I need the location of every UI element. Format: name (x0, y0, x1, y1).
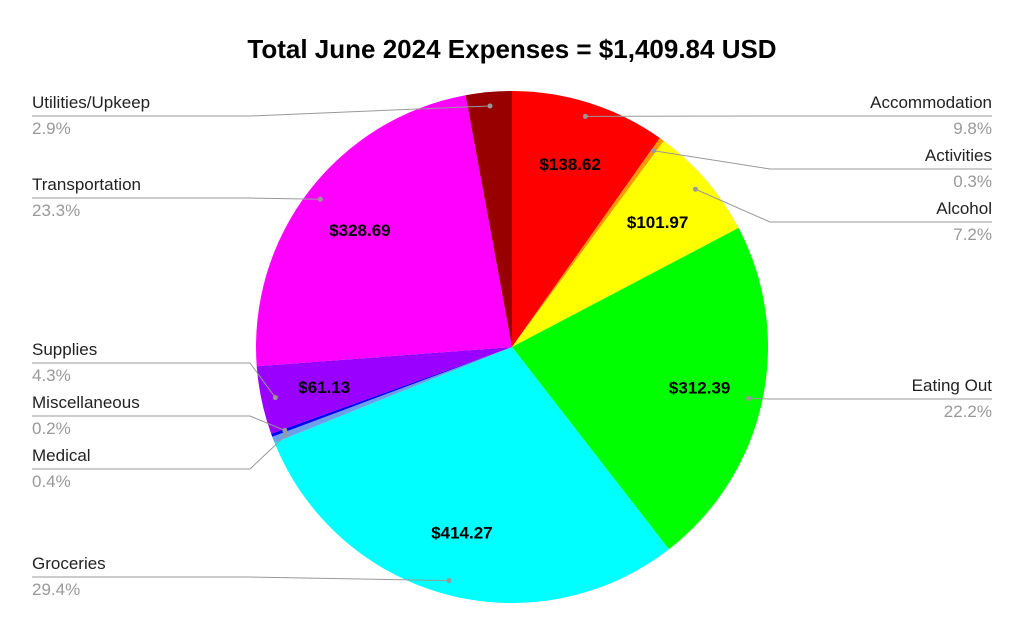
leader-line-medical (32, 434, 287, 470)
leader-line-activities (653, 150, 992, 170)
label-percent-activities: 0.3% (953, 172, 992, 191)
label-percent-supplies: 4.3% (32, 366, 71, 385)
slice-utilities-upkeep[interactable] (465, 91, 512, 347)
label-name-accommodation: Accommodation (870, 93, 992, 112)
leader-dot-miscellaneous (282, 427, 288, 433)
chart-title: Total June 2024 Expenses = $1,409.84 USD (247, 34, 776, 64)
label-name-miscellaneous: Miscellaneous (32, 393, 140, 412)
value-label-alcohol: $101.97 (627, 213, 688, 232)
label-percent-accommodation: 9.8% (953, 119, 992, 138)
label-percent-medical: 0.4% (32, 472, 71, 491)
leader-dot-groceries (446, 578, 452, 584)
value-label-groceries: $414.27 (431, 523, 492, 542)
leader-dot-activities (651, 148, 657, 154)
label-name-transportation: Transportation (32, 175, 141, 194)
leader-dot-accommodation (582, 113, 588, 119)
leader-dot-utilities-upkeep (487, 103, 493, 109)
value-label-supplies: $61.13 (298, 378, 350, 397)
label-name-eating-out: Eating Out (912, 376, 993, 395)
label-percent-eating-out: 22.2% (944, 402, 992, 421)
leader-line-groceries (32, 576, 449, 582)
leader-line-utilities-upkeep (32, 105, 491, 117)
slice-transportation[interactable] (256, 95, 512, 367)
label-name-utilities-upkeep: Utilities/Upkeep (32, 93, 150, 112)
slice-accommodation[interactable] (512, 91, 660, 347)
slice-eating-out[interactable] (512, 227, 768, 550)
leader-dot-medical (283, 432, 289, 438)
slice-activities[interactable] (512, 138, 664, 347)
leader-line-transportation (32, 197, 321, 200)
label-percent-miscellaneous: 0.2% (32, 419, 71, 438)
label-name-groceries: Groceries (32, 554, 106, 573)
label-percent-transportation: 23.3% (32, 201, 80, 220)
leader-dot-transportation (317, 196, 323, 202)
leader-dot-alcohol (693, 186, 699, 192)
label-percent-utilities-upkeep: 2.9% (32, 119, 71, 138)
slice-miscellaneous[interactable] (271, 347, 512, 437)
value-label-accommodation: $138.62 (539, 155, 600, 174)
slice-alcohol[interactable] (512, 140, 739, 347)
label-name-supplies: Supplies (32, 340, 97, 359)
label-percent-alcohol: 7.2% (953, 225, 992, 244)
value-label-eating-out: $312.39 (669, 379, 730, 398)
leader-dot-eating-out (745, 395, 751, 401)
slice-groceries[interactable] (274, 347, 669, 603)
slice-supplies[interactable] (256, 347, 512, 434)
label-name-alcohol: Alcohol (936, 199, 992, 218)
leader-line-supplies (32, 362, 276, 398)
leader-line-eating-out (748, 397, 992, 400)
label-name-medical: Medical (32, 446, 91, 465)
leader-line-alcohol (695, 188, 992, 223)
label-percent-groceries: 29.4% (32, 580, 80, 599)
label-name-activities: Activities (925, 146, 992, 165)
value-label-transportation: $328.69 (329, 221, 390, 240)
leader-line-miscellaneous (32, 415, 286, 431)
leader-dot-supplies (272, 395, 278, 401)
slice-medical[interactable] (272, 347, 512, 443)
